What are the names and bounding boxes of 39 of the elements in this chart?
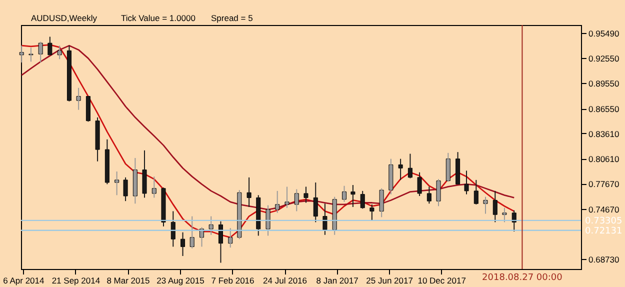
y-tick-label: 0.89550 (588, 78, 620, 89)
candlestick (398, 158, 403, 180)
y-tick-label: 0.80610 (588, 154, 620, 164)
y-tick-label: 0.83610 (588, 128, 620, 139)
y-tick-label: 0.74670 (588, 204, 620, 214)
candlestick (464, 170, 469, 195)
x-tick-label: 21 Sep 2014 (52, 276, 100, 286)
text: Tick Value = 1.0000 (121, 13, 196, 23)
y-tick-label: 0.95490 (588, 28, 620, 39)
candlestick (417, 172, 422, 197)
x-tick-label: 10 Dec 2017 (418, 276, 466, 286)
y-tick-label: 0.77670 (588, 179, 620, 190)
chart-title: AUDUSD,Weekly (31, 13, 98, 23)
candlestick (370, 204, 374, 222)
candlestick (114, 171, 120, 196)
candlestick (95, 116, 100, 162)
x-tick-label: 8 Jan 2017 (316, 276, 359, 286)
candlestick (28, 47, 34, 62)
x-tick-label: 6 Apr 2014 (3, 276, 45, 286)
x-tick-label: 23 Aug 2015 (156, 276, 205, 286)
ref-line-label: 0.72131 (585, 226, 622, 236)
x-tick-label: 24 Jul 2016 (263, 276, 308, 286)
x-tick-label: 8 Mar 2015 (106, 276, 150, 286)
x-tick-label: 25 Jun 2017 (366, 276, 414, 286)
y-tick-label: 0.86550 (588, 104, 620, 114)
x-tick-label: 7 Feb 2016 (211, 276, 255, 286)
ref-line-label: 2018.08.27 00:00 (482, 273, 563, 283)
ref-line-label: 0.73305 (585, 216, 622, 226)
candlestick (142, 150, 147, 198)
candlestick (284, 186, 290, 208)
candlestick (123, 176, 128, 202)
candlestick (502, 207, 507, 223)
candlestick (76, 87, 81, 110)
candlestick (436, 178, 441, 207)
y-tick-label: 0.68730 (588, 254, 620, 265)
y-tick-label: 0.92550 (588, 53, 620, 64)
text: Spread = 5 (211, 13, 254, 23)
candlestick (483, 196, 488, 214)
candlestick (304, 186, 308, 204)
